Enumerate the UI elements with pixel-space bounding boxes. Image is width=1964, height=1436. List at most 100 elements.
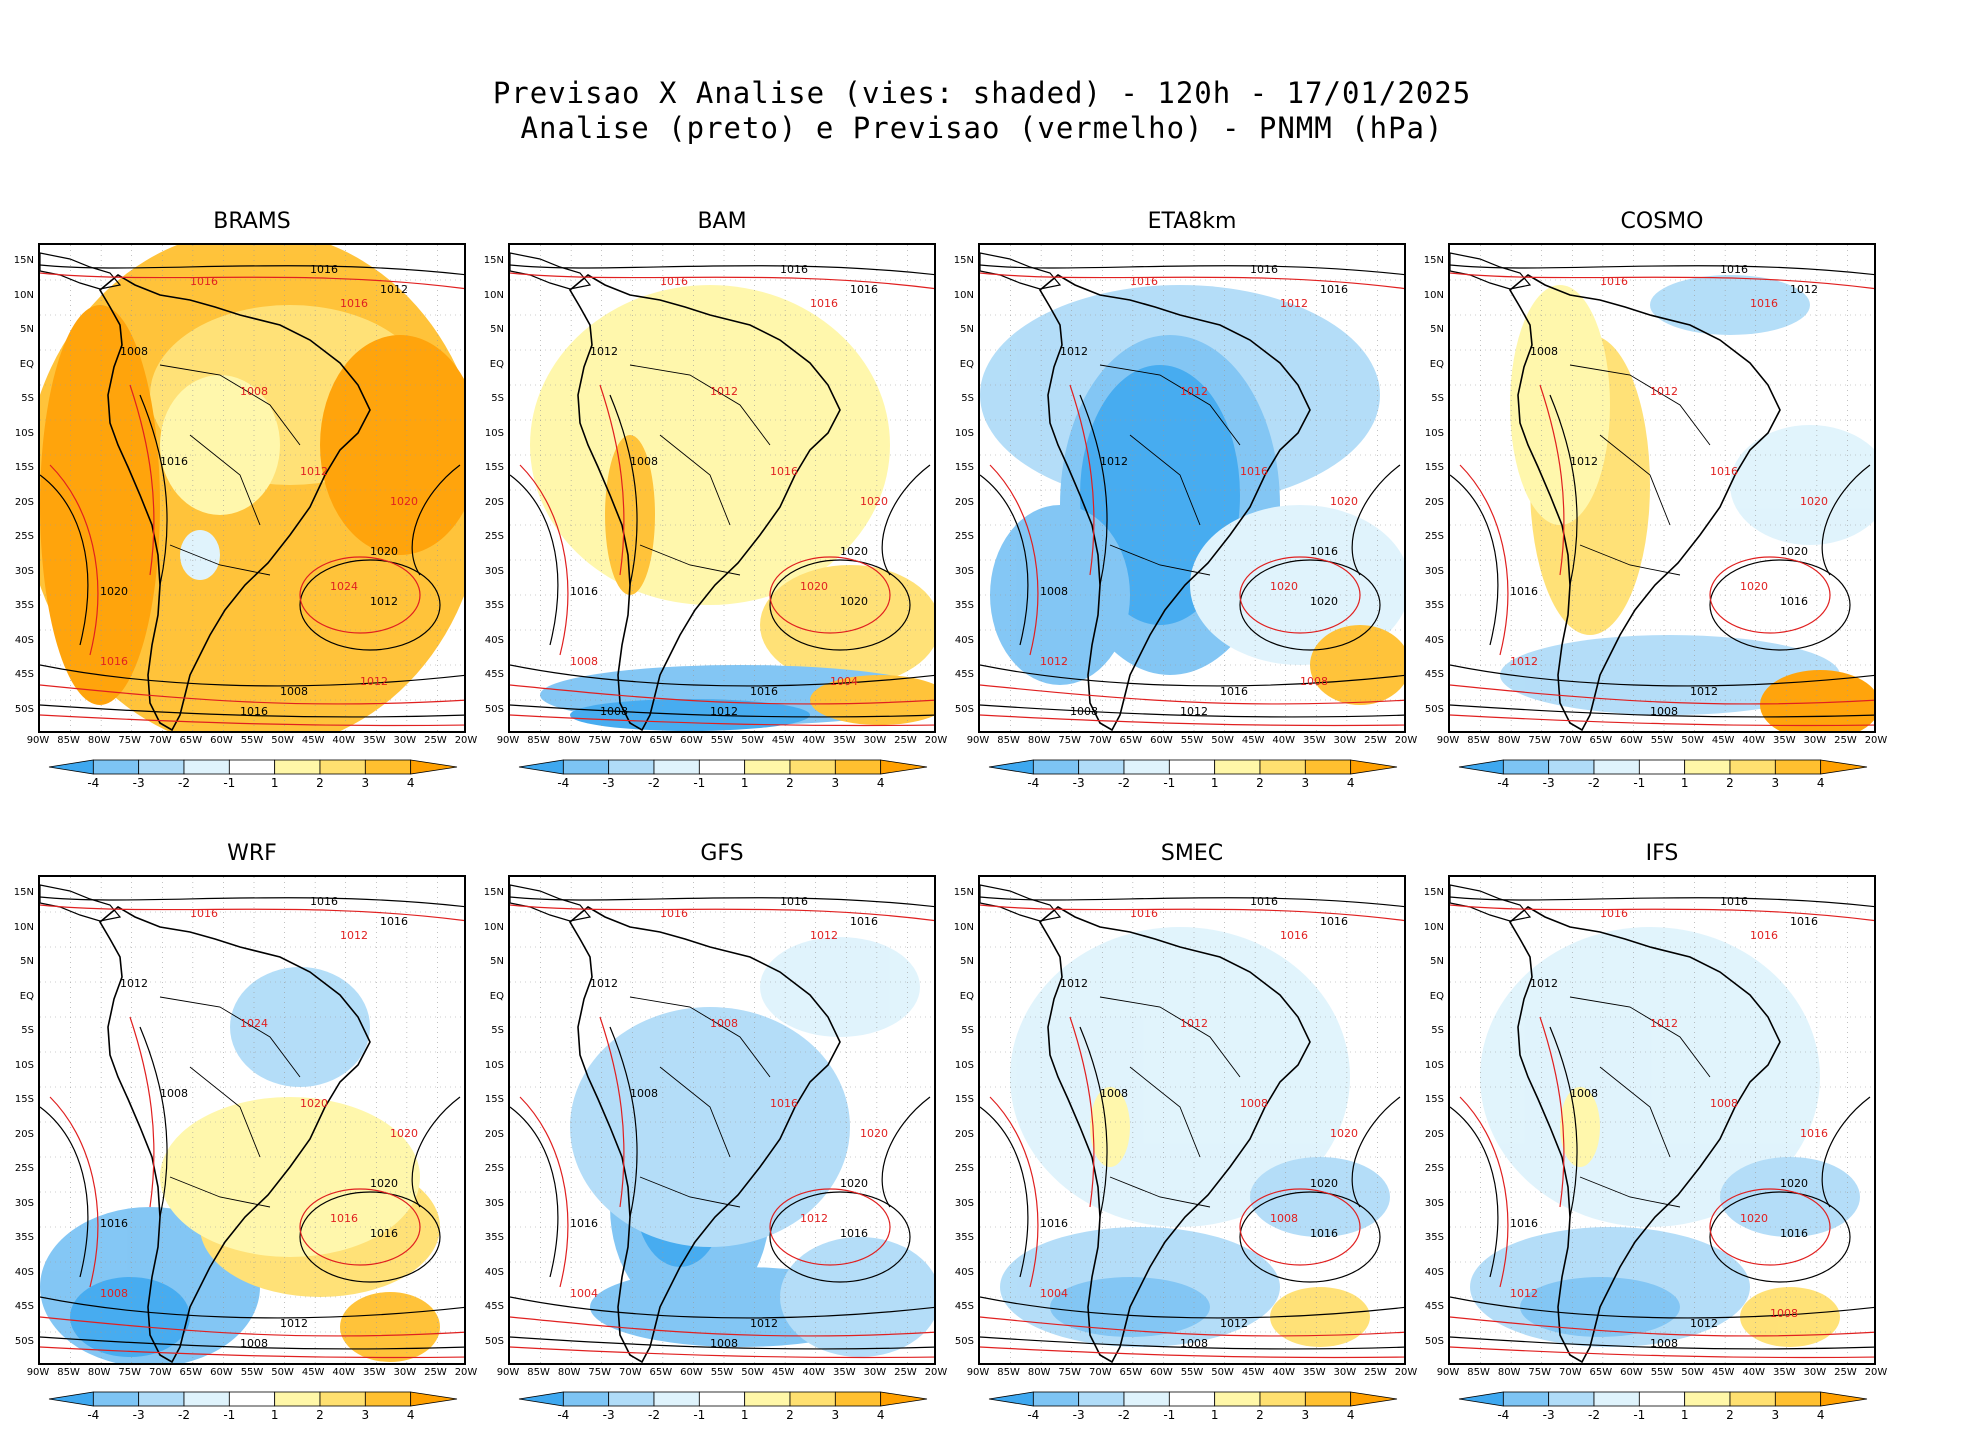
lat-tick-label: 35S <box>1424 600 1444 612</box>
lon-tick-label: 45W <box>1241 1367 1265 1378</box>
lon-tick-label: 65W <box>649 735 673 746</box>
lat-tick-label: 25S <box>14 531 34 543</box>
colorbar-swatch <box>48 1391 94 1407</box>
lon-tick-label: 55W <box>1180 1367 1204 1378</box>
lon-tick-label: 40W <box>332 735 356 746</box>
isobar-forecast <box>1459 464 1509 656</box>
coastline-south-america <box>1038 906 1311 1363</box>
isobar-label-forecast: 1008 <box>1770 1307 1798 1320</box>
isobar-label-forecast: 1004 <box>830 675 858 688</box>
colorbar-label: 4 <box>406 1408 415 1422</box>
lon-tick-label: 80W <box>87 1367 111 1378</box>
colorbar-label: -2 <box>1118 1408 1130 1422</box>
isobar-label-forecast: 1012 <box>1510 655 1538 668</box>
isobar-label-analysis: 1012 <box>280 1317 308 1330</box>
coastline-south-america <box>98 274 371 731</box>
colorbar-swatch <box>364 759 412 775</box>
bias-area <box>160 1097 420 1257</box>
isobar-analysis <box>980 664 1404 687</box>
lat-tick-label: 50S <box>1424 703 1444 715</box>
lon-tick-label: 65W <box>179 1367 203 1378</box>
lat-tick-label: 10S <box>954 427 974 439</box>
lon-tick-label: 40W <box>802 735 826 746</box>
lat-tick-label: 35S <box>14 1232 34 1244</box>
colorbar-label: -1 <box>693 1408 706 1422</box>
isobar-label-analysis: 1016 <box>750 685 778 698</box>
isobar-forecast <box>769 556 891 634</box>
isobar-label-analysis: 1016 <box>840 1227 868 1240</box>
lat-tick-label: 40S <box>1424 1266 1444 1278</box>
isobar-label-analysis: 1012 <box>1060 977 1088 990</box>
isobar-label-forecast: 1016 <box>1130 907 1158 920</box>
bias-shading <box>40 245 464 731</box>
lat-tick-label: 25S <box>484 1163 504 1175</box>
lat-tick-label: 25S <box>1424 531 1444 543</box>
colorbar-swatch <box>834 759 882 775</box>
isobar-label-forecast: 1004 <box>1040 1287 1068 1300</box>
isobar-label-forecast: 1012 <box>1650 385 1678 398</box>
isobar-forecast <box>980 1316 1404 1337</box>
colorbar-label: 2 <box>316 776 324 790</box>
isobar-analysis <box>40 1296 464 1319</box>
lat-tick-label: 35S <box>954 600 974 612</box>
country-borders <box>159 364 301 576</box>
lat-tick-label: 20S <box>1424 1128 1444 1140</box>
colorbar-label: 1 <box>740 1408 749 1422</box>
lon-tick-label: 50W <box>1211 735 1234 746</box>
colorbar-label: -3 <box>1072 1408 1085 1422</box>
lat-tick-label: 40S <box>484 1266 504 1278</box>
isobar-forecast <box>49 1096 99 1288</box>
isobar-forecast <box>1539 1016 1565 1208</box>
lon-tick-label: 70W <box>1088 1367 1112 1378</box>
colorbar-bam <box>518 759 928 779</box>
isobar-analysis <box>980 704 1404 718</box>
isobar-label-forecast: 1020 <box>390 495 418 508</box>
colorbar-label: -1 <box>1633 1408 1646 1422</box>
lon-tick-label: 50W <box>741 1367 764 1378</box>
lon-tick-label: 85W <box>57 735 80 746</box>
lon-tick-label: 90W <box>496 1367 520 1378</box>
isobar-label-forecast: 1016 <box>1710 465 1738 478</box>
lon-tick-label: 90W <box>26 735 50 746</box>
colorbar-label: -3 <box>602 1408 615 1422</box>
map-canvas-wrf: 1016 1016 1012 1008 1016 1020 1016 1012 1008 1016… <box>40 877 464 1363</box>
lon-tick-label: 25W <box>894 735 917 746</box>
colorbar-swatch <box>183 759 230 775</box>
country-borders <box>1099 364 1241 576</box>
isobar-analysis <box>139 394 168 586</box>
lat-tick-label: EQ <box>19 358 34 370</box>
colorbar-label: -2 <box>1588 1408 1600 1422</box>
lon-tick-label: 40W <box>1742 735 1766 746</box>
colorbar-label: -1 <box>1633 776 1646 790</box>
colorbar-label: -2 <box>178 1408 190 1422</box>
lat-tick-label: EQ <box>489 990 504 1002</box>
colorbar-label: -2 <box>648 1408 660 1422</box>
coastline-central-america <box>40 252 122 290</box>
colorbar-swatch <box>1729 1391 1776 1407</box>
coastline-south-america <box>568 274 841 731</box>
lon-tick-label: 50W <box>741 735 764 746</box>
colorbar-label: -2 <box>1118 776 1130 790</box>
colorbar-swatch <box>744 1391 791 1407</box>
lon-tick-label: 75W <box>588 1367 612 1378</box>
isobar-label-analysis: 1008 <box>630 455 658 468</box>
lat-tick-label: 35S <box>1424 1232 1444 1244</box>
colorbar-swatch <box>1774 1391 1822 1407</box>
coastline-south-america <box>1508 906 1781 1363</box>
isobar-label-forecast: 1016 <box>330 1212 358 1225</box>
isobar-forecast <box>510 1316 934 1337</box>
coastline-south-america <box>1508 274 1781 731</box>
isobar-forecast <box>510 272 934 290</box>
isobar-label-analysis: 1012 <box>1570 455 1598 468</box>
colorbar-label: 2 <box>1256 1408 1264 1422</box>
isobar-label-analysis: 1012 <box>1220 1317 1248 1330</box>
isobar-label-forecast: 1008 <box>710 1017 738 1030</box>
lon-tick-label: 85W <box>1467 1367 1490 1378</box>
isobar-analysis <box>40 1336 464 1350</box>
lat-tick-label: 45S <box>484 669 504 681</box>
bias-area <box>340 1292 440 1362</box>
isobar-label-analysis: 1016 <box>1510 585 1538 598</box>
lon-tick-label: 35W <box>1302 1367 1326 1378</box>
lon-tick-label: 60W <box>680 735 703 746</box>
colorbar-label: -3 <box>602 776 615 790</box>
